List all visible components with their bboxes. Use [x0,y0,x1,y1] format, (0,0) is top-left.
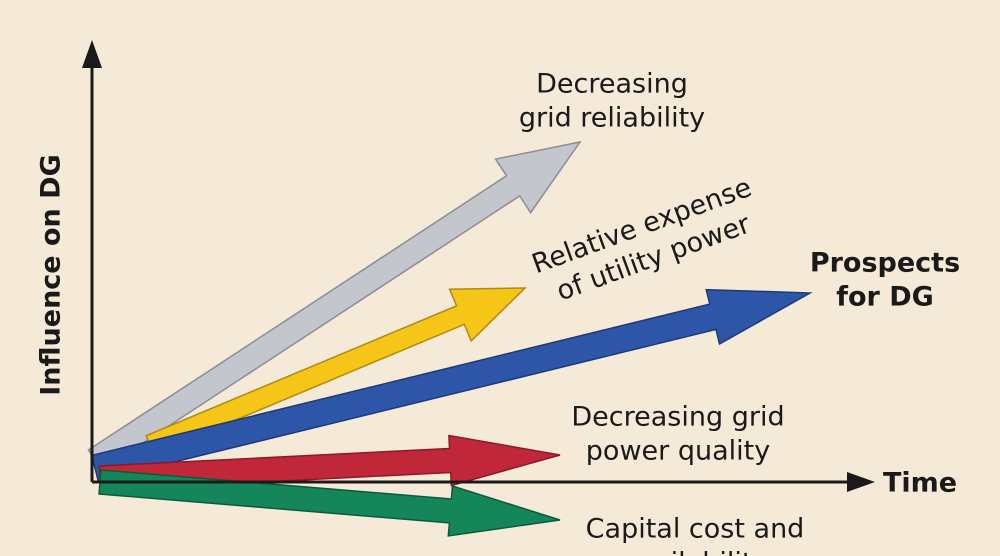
arrow [98,434,561,491]
arrows [87,140,813,537]
arrow-label: for DG [836,282,934,313]
arrow [90,288,813,482]
arrow [87,140,582,472]
arrow-label: Decreasing [536,69,688,100]
arrow-label: Capital cost and [586,514,805,545]
arrow-label: power quality [586,436,770,467]
arrow-label: Decreasing grid [571,402,784,433]
x-axis-head [847,472,875,492]
x-axis-label: Time [883,468,957,499]
arrow-label: Prospects [810,248,960,279]
y-axis-head [82,40,102,68]
arrow [98,469,561,537]
arrow-label: grid reliability [519,103,705,134]
arrow-label: availability [622,548,769,556]
arrow [145,287,527,456]
y-axis-label: Influence on DG [36,154,67,396]
